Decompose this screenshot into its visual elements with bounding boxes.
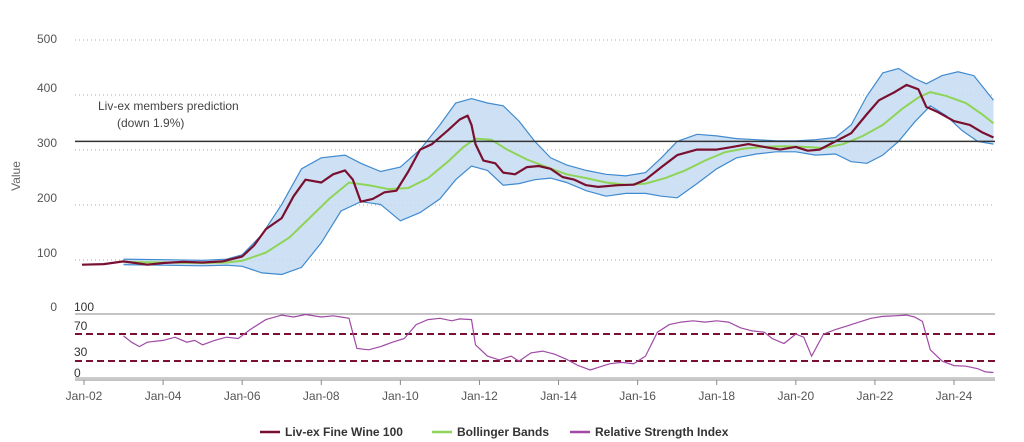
x-tick-label: Jan-22 bbox=[857, 389, 894, 403]
x-tick-label: Jan-04 bbox=[145, 389, 182, 403]
rsi-tick-30: 30 bbox=[74, 345, 88, 359]
bollinger-middle-line bbox=[123, 91, 995, 265]
x-tick-label: Jan-16 bbox=[619, 389, 656, 403]
x-tick-label: Jan-18 bbox=[698, 389, 735, 403]
legend-label-rsi[interactable]: Relative Strength Index bbox=[595, 425, 729, 439]
rsi-panel bbox=[75, 333, 995, 379]
x-tick-label: Jan-12 bbox=[461, 389, 498, 403]
legend-label-livex[interactable]: Liv-ex Fine Wine 100 bbox=[285, 425, 403, 439]
x-tick-label: Jan-10 bbox=[382, 389, 419, 403]
x-tick-label: Jan-08 bbox=[303, 389, 340, 403]
rsi-tick-0: 0 bbox=[74, 366, 81, 380]
prediction-label-line2: (down 1.9%) bbox=[117, 116, 184, 130]
y-axis-label: Value bbox=[9, 161, 23, 191]
y-tick-200: 200 bbox=[37, 191, 57, 205]
rsi-tick-70: 70 bbox=[74, 319, 88, 333]
legend-label-bollinger[interactable]: Bollinger Bands bbox=[457, 425, 549, 439]
livex-fine-wine-100-line bbox=[81, 83, 994, 266]
y-tick-0: 0 bbox=[50, 300, 57, 314]
y-tick-400: 400 bbox=[37, 81, 57, 95]
bollinger-upper-band bbox=[123, 67, 994, 261]
legend: Liv-ex Fine Wine 100 Bollinger Bands Rel… bbox=[260, 425, 729, 439]
bollinger-lower-band bbox=[123, 105, 994, 276]
y-tick-100: 100 bbox=[37, 246, 57, 260]
x-tick-label: Jan-20 bbox=[777, 389, 814, 403]
y-tick-500: 500 bbox=[37, 32, 57, 46]
x-tick-label: Jan-14 bbox=[540, 389, 577, 403]
x-axis-ticks: Jan-02 Jan-04 Jan-06 Jan-08 Jan-10 Jan-12 Jan-… bbox=[66, 380, 973, 403]
x-tick-label: Jan-02 bbox=[66, 389, 103, 403]
x-tick-label: Jan-24 bbox=[936, 389, 973, 403]
rsi-tick-100: 100 bbox=[74, 300, 94, 314]
prediction-label-line1: Liv-ex members prediction bbox=[98, 99, 239, 113]
rsi-line bbox=[123, 313, 994, 374]
x-tick-label: Jan-06 bbox=[224, 389, 261, 403]
y-tick-300: 300 bbox=[37, 136, 57, 150]
